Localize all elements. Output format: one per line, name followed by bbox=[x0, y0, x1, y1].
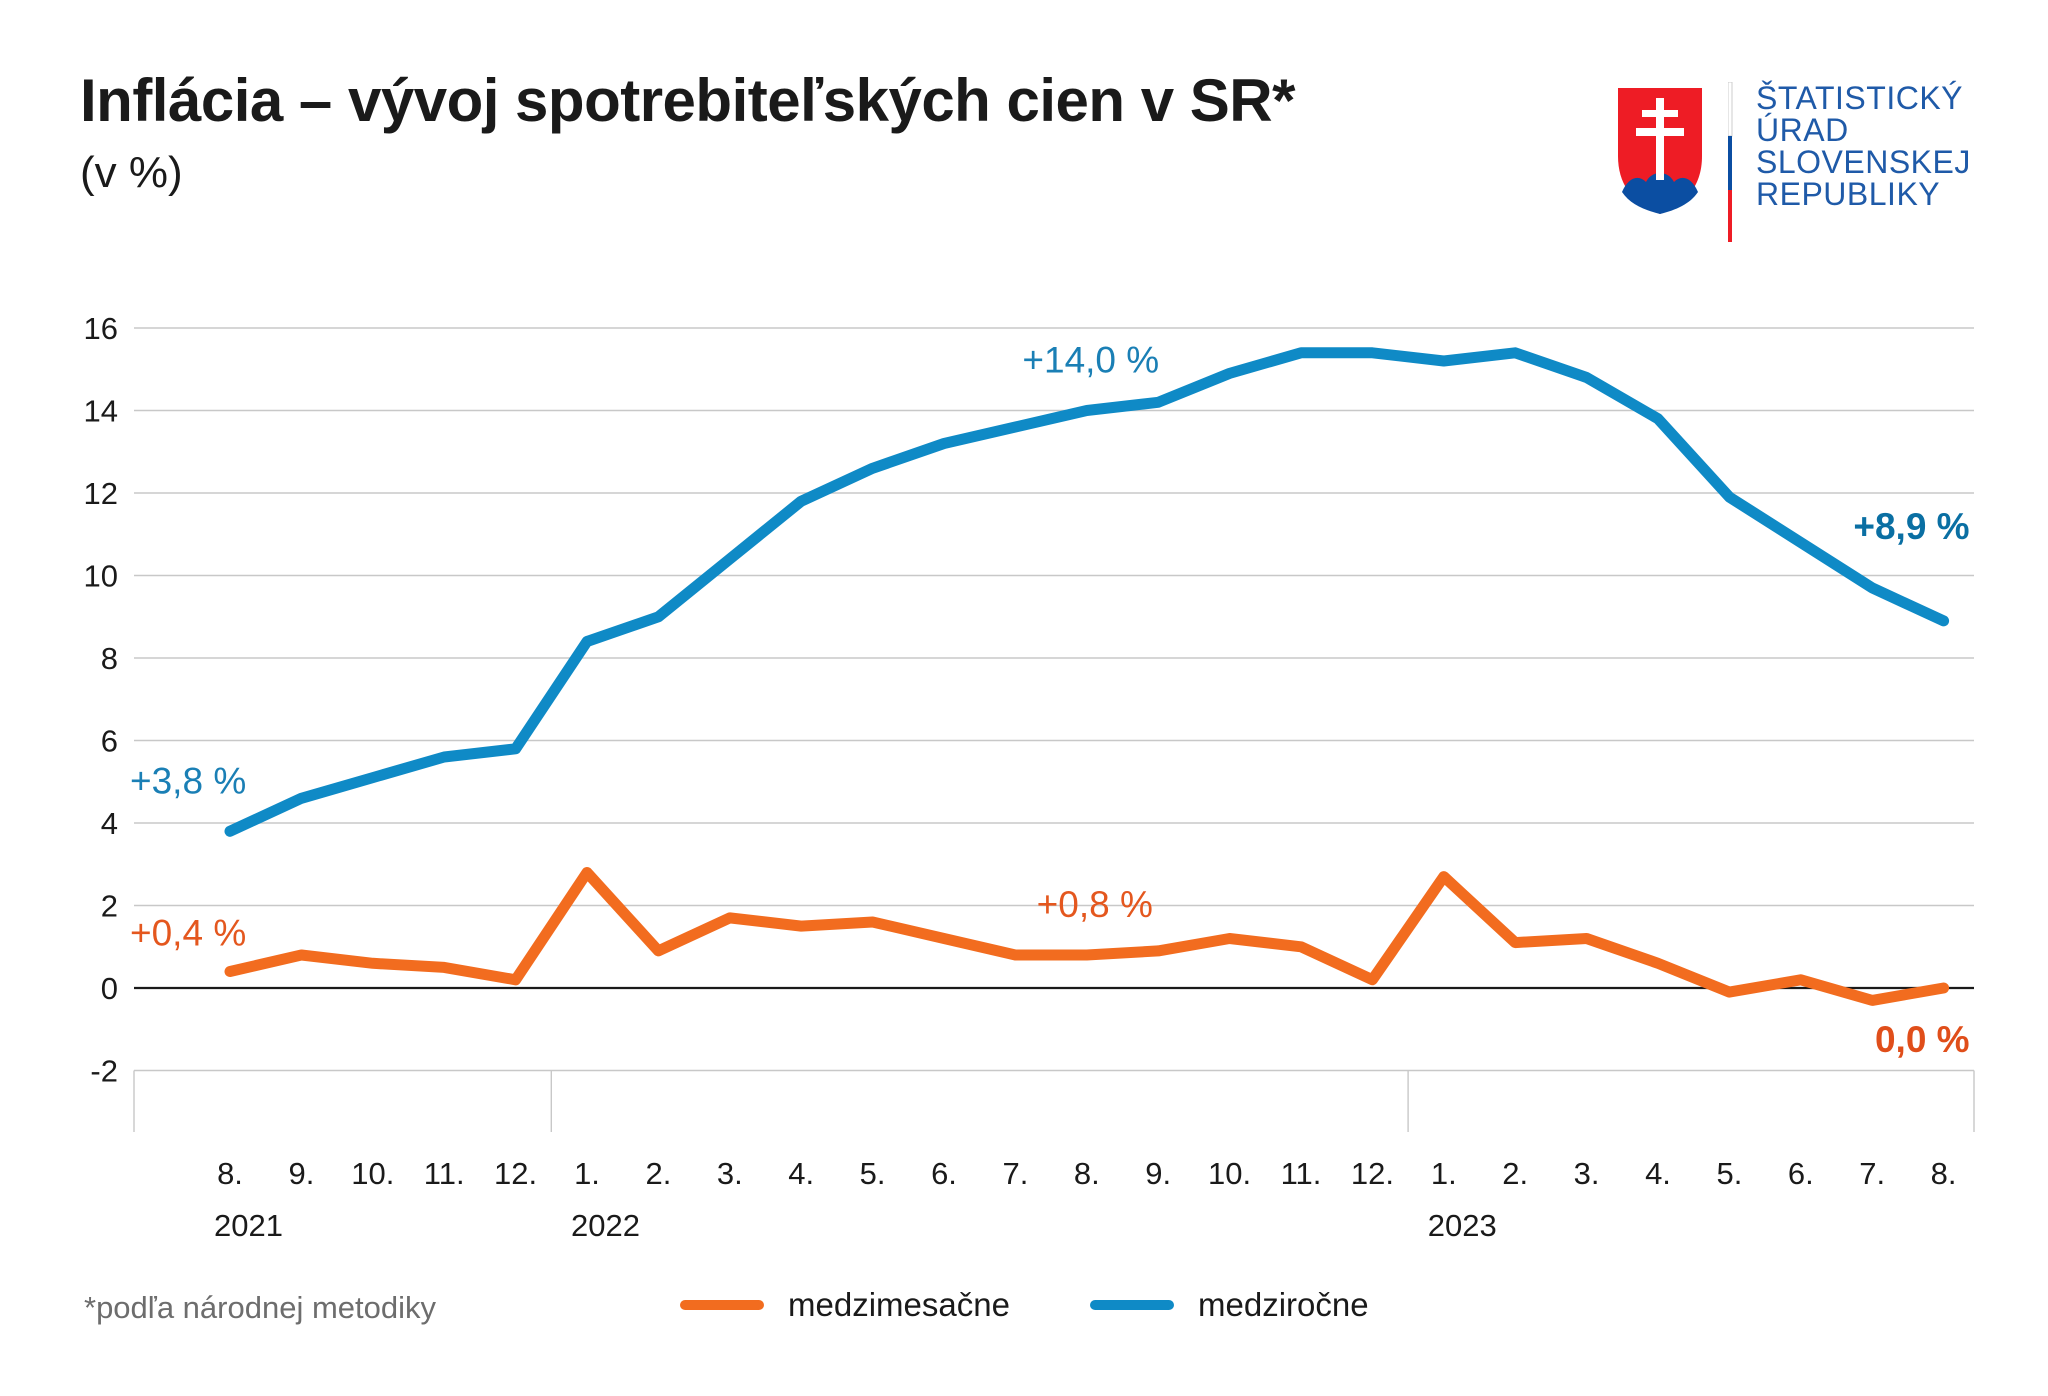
chart-title: Inflácia – vývoj spotrebiteľských cien v… bbox=[80, 67, 1295, 134]
data-annotation: +8,9 % bbox=[1853, 506, 1969, 547]
y-tick-label: 10 bbox=[84, 559, 118, 594]
chart-subtitle: (v %) bbox=[80, 148, 183, 197]
legend-item-medzirocne: medziročne bbox=[1090, 1286, 1369, 1324]
x-tick-label: 7. bbox=[1859, 1156, 1885, 1191]
logo-line: REPUBLIKY bbox=[1756, 176, 1941, 212]
y-tick-label: 0 bbox=[101, 971, 118, 1006]
y-tick-label: 4 bbox=[101, 806, 118, 841]
legend-label: medzimesačne bbox=[788, 1286, 1010, 1323]
logo-text: ŠTATISTICKÝ ÚRAD SLOVENSKEJ REPUBLIKY bbox=[1756, 82, 1971, 210]
x-tick-label: 11. bbox=[1281, 1156, 1322, 1191]
y-tick-label: 2 bbox=[101, 889, 118, 924]
x-tick-label: 9. bbox=[1145, 1156, 1171, 1191]
x-tick-label: 10. bbox=[1208, 1156, 1251, 1191]
x-tick-label: 4. bbox=[1645, 1156, 1671, 1191]
x-tick-label: 2. bbox=[1502, 1156, 1528, 1191]
y-tick-label: 6 bbox=[101, 724, 118, 759]
series-line-medziročne bbox=[224, 347, 1950, 837]
logo-divider bbox=[1728, 82, 1733, 242]
legend-item-medzimesacne: medzimesačne bbox=[680, 1286, 1010, 1324]
legend-swatch-medzirocne bbox=[1090, 1300, 1174, 1310]
data-annotation: +0,4 % bbox=[130, 913, 246, 954]
legend-label: medziročne bbox=[1198, 1286, 1369, 1323]
data-annotation: +3,8 % bbox=[130, 760, 246, 801]
year-label: 2021 bbox=[214, 1208, 283, 1243]
y-tick-label: 16 bbox=[84, 311, 118, 346]
data-annotation: +0,8 % bbox=[1037, 884, 1153, 925]
y-tick-label: 14 bbox=[84, 394, 118, 429]
x-tick-label: 5. bbox=[1716, 1156, 1742, 1191]
y-tick-label: -2 bbox=[90, 1054, 118, 1089]
statistical-office-logo: ŠTATISTICKÝ ÚRAD SLOVENSKEJ REPUBLIKY bbox=[1612, 82, 2032, 242]
logo-line: SLOVENSKEJ bbox=[1756, 144, 1971, 180]
y-tick-label: 12 bbox=[84, 476, 118, 511]
year-label: 2022 bbox=[571, 1208, 640, 1243]
x-tick-label: 10. bbox=[351, 1156, 394, 1191]
x-tick-label: 3. bbox=[717, 1156, 743, 1191]
x-tick-label: 11. bbox=[424, 1156, 465, 1191]
data-annotation: +14,0 % bbox=[1022, 340, 1159, 381]
x-tick-label: 1. bbox=[1431, 1156, 1457, 1191]
x-tick-label: 6. bbox=[931, 1156, 957, 1191]
legend-swatch-medzimesacne bbox=[680, 1300, 764, 1310]
x-tick-label: 5. bbox=[860, 1156, 886, 1191]
x-tick-label: 1. bbox=[574, 1156, 600, 1191]
x-tick-label: 12. bbox=[1351, 1156, 1394, 1191]
x-tick-label: 3. bbox=[1574, 1156, 1600, 1191]
slovak-coat-of-arms-icon bbox=[1612, 82, 1708, 223]
x-tick-label: 6. bbox=[1788, 1156, 1814, 1191]
x-tick-label: 2. bbox=[645, 1156, 671, 1191]
x-tick-label: 8. bbox=[1931, 1156, 1957, 1191]
x-tick-label: 7. bbox=[1002, 1156, 1028, 1191]
x-tick-label: 12. bbox=[494, 1156, 537, 1191]
x-tick-label: 8. bbox=[217, 1156, 243, 1191]
x-tick-label: 9. bbox=[288, 1156, 314, 1191]
footnote: *podľa národnej metodiky bbox=[84, 1290, 436, 1325]
data-annotation: 0,0 % bbox=[1875, 1019, 1970, 1060]
year-label: 2023 bbox=[1428, 1208, 1497, 1243]
x-tick-label: 8. bbox=[1074, 1156, 1100, 1191]
y-tick-label: 8 bbox=[101, 641, 118, 676]
x-tick-label: 4. bbox=[788, 1156, 814, 1191]
logo-line: ŠTATISTICKÝ bbox=[1756, 80, 1963, 116]
logo-line: ÚRAD bbox=[1756, 112, 1849, 148]
